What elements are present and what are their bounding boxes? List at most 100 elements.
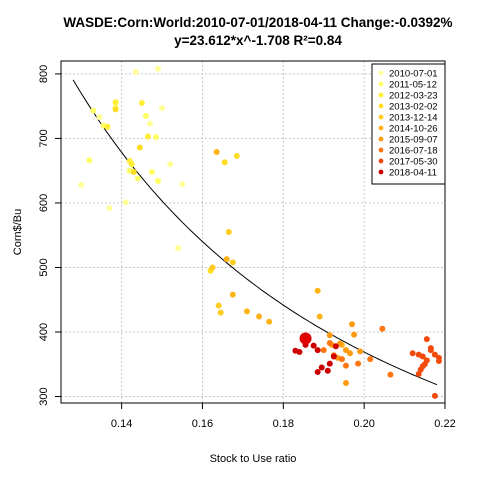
legend-marker [378, 81, 384, 87]
fit-curve [72, 79, 438, 386]
chart-title: WASDE:Corn:World:2010-07-01/2018-04-11 C… [63, 15, 452, 30]
legend-label: 2013-12-14 [389, 112, 438, 123]
legend-marker [378, 70, 384, 76]
data-point [142, 112, 149, 119]
data-point [355, 360, 362, 367]
data-point [409, 350, 416, 357]
legend-marker [378, 147, 384, 153]
y-tick-label: 500 [38, 258, 50, 276]
legend-marker [378, 158, 384, 164]
legend-marker [378, 103, 384, 109]
x-tick-label: 0.20 [353, 418, 374, 430]
x-tick-label: 0.22 [434, 418, 455, 430]
legend-label: 2015-09-07 [389, 134, 438, 145]
data-point [146, 120, 153, 127]
data-point [132, 68, 139, 75]
data-point [342, 347, 349, 354]
data-point [296, 349, 303, 356]
data-point [152, 134, 159, 141]
fit-curve-layer [72, 79, 438, 386]
data-point [435, 358, 442, 365]
data-point [223, 256, 230, 263]
legend-label: 2012-03-23 [389, 90, 438, 101]
data-point [419, 353, 426, 360]
data-point [155, 178, 162, 185]
data-point [215, 302, 222, 309]
data-point [155, 65, 162, 72]
legend-label: 2014-10-26 [389, 123, 438, 134]
data-point [338, 356, 345, 363]
data-point [229, 259, 236, 266]
data-point [310, 342, 317, 349]
data-point [104, 123, 111, 130]
data-point [326, 332, 333, 339]
y-tick-label: 600 [38, 194, 50, 212]
data-point [417, 366, 424, 373]
data-point [213, 148, 220, 155]
data-point [138, 99, 145, 106]
data-point [367, 356, 374, 363]
data-point [217, 309, 224, 316]
data-point [314, 347, 321, 354]
data-point [112, 99, 119, 106]
legend-label: 2016-07-18 [389, 145, 438, 156]
legend-marker [378, 125, 384, 131]
data-point [349, 321, 356, 328]
latest-data-point [299, 332, 312, 345]
data-point [86, 157, 93, 164]
data-point [130, 168, 137, 175]
data-point [128, 161, 135, 168]
legend-box [371, 63, 446, 185]
x-axis-label: Stock to Use ratio [210, 453, 297, 465]
data-point [209, 264, 216, 271]
legend-label: 2017-05-30 [389, 156, 438, 167]
data-point [379, 325, 386, 332]
data-point [423, 357, 430, 364]
data-point [179, 181, 186, 188]
data-point [159, 105, 166, 112]
data-point [326, 360, 333, 367]
data-point [175, 245, 182, 252]
data-point [266, 318, 273, 325]
y-tick-label: 800 [38, 65, 50, 83]
legend-marker [378, 92, 384, 98]
data-point [347, 350, 354, 357]
x-tick-label: 0.14 [111, 418, 132, 430]
data-point [326, 339, 333, 346]
data-point [387, 371, 394, 378]
x-tick-label: 0.16 [192, 418, 213, 430]
data-point [90, 107, 97, 114]
data-point [122, 199, 129, 206]
data-point [136, 144, 143, 151]
data-point [316, 313, 323, 320]
legend: 2010-07-012011-05-122012-03-232013-02-02… [371, 63, 446, 185]
data-point [221, 159, 228, 166]
data-point [144, 133, 151, 140]
data-point [330, 353, 337, 360]
data-point [225, 229, 232, 235]
y-tick-label: 400 [38, 323, 50, 341]
legend-marker [378, 136, 384, 142]
data-point [423, 336, 430, 343]
y-tick-label: 300 [38, 387, 50, 405]
data-point [233, 152, 240, 159]
points-layer [78, 65, 442, 399]
chart-subtitle: y=23.612*x^-1.708 R²=0.84 [174, 33, 342, 48]
data-point [342, 362, 349, 369]
data-point [318, 364, 325, 371]
legend-marker [378, 169, 384, 175]
data-point [243, 308, 250, 315]
x-tick-label: 0.18 [273, 418, 294, 430]
data-point [96, 114, 103, 121]
data-point [431, 392, 438, 399]
legend-label: 2010-07-01 [389, 68, 438, 79]
data-point [112, 106, 119, 113]
x-axis: 0.14 0.16 0.18 0.20 0.22 [111, 403, 456, 430]
data-point [314, 287, 321, 294]
data-point [427, 345, 434, 352]
data-point [256, 313, 263, 320]
data-point [148, 168, 155, 175]
data-point [167, 161, 174, 168]
y-tick-label: 700 [38, 129, 50, 147]
